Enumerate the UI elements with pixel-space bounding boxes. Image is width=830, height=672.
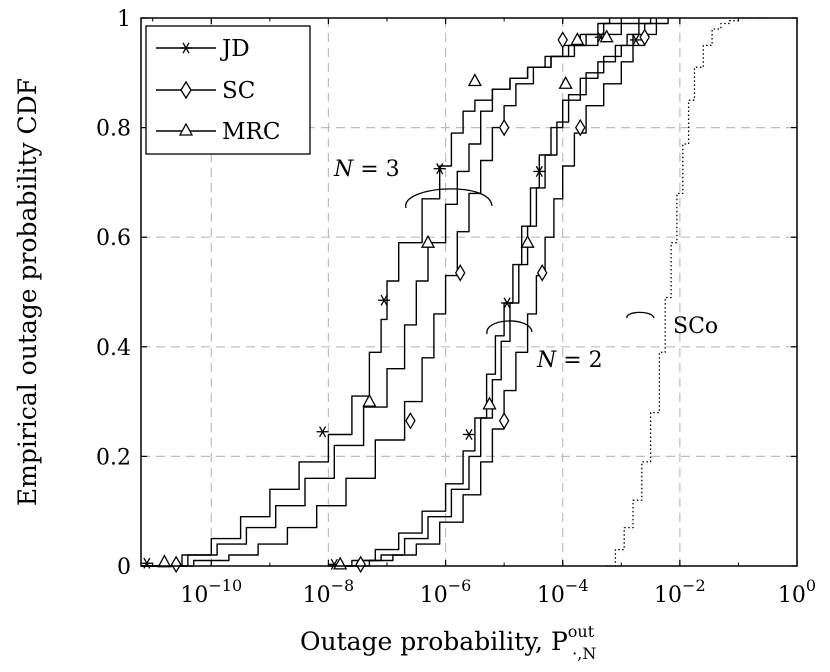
diamond-marker: [454, 264, 466, 282]
series-line-0: [141, 18, 611, 567]
y-tick-label: 0.4: [96, 336, 131, 361]
annot-n3: N = 3: [333, 157, 400, 182]
diamond-marker: [557, 31, 568, 49]
legend-entry-sc: SC: [156, 78, 255, 104]
star-marker: [378, 294, 391, 306]
legend: JD SC MRC: [145, 25, 311, 155]
series-line-3: [328, 18, 652, 567]
triangle-marker: [570, 32, 585, 46]
x-tick-label: 10−6: [420, 576, 472, 608]
series-line-4: [334, 18, 658, 567]
diamond-marker: [355, 555, 366, 574]
x-axis-label: Outage probability, Pout ·,N: [300, 622, 596, 663]
y-tick-label: 0.2: [96, 445, 131, 470]
star-marker: [316, 426, 329, 438]
y-tick-label: 0.6: [96, 226, 131, 251]
x-tick-label: 10−2: [654, 576, 706, 608]
x-tick-label: 10−8: [303, 576, 355, 608]
sco-ellipse-arc: [626, 311, 655, 319]
x-tick-label: 10−10: [180, 576, 242, 608]
star-marker: [463, 428, 475, 441]
n2-ellipse-arc: [486, 320, 533, 335]
legend-label-jd: JD: [220, 36, 250, 62]
legend-entry-mrc: MRC: [156, 119, 280, 145]
star-marker: [629, 34, 642, 46]
annot-sco: SCo: [673, 314, 718, 339]
x-tick-label: 100: [778, 576, 816, 608]
legend-diamond-icon: [180, 80, 192, 100]
triangle-marker: [599, 29, 614, 43]
marker-layer: [140, 28, 650, 574]
triangle-marker: [467, 73, 482, 87]
y-tick-label: 0: [117, 555, 131, 580]
triangle-marker: [482, 396, 497, 410]
triangle-marker: [157, 554, 172, 568]
triangle-marker: [362, 393, 377, 407]
diamond-marker: [498, 412, 510, 430]
y-axis-label: Empirical outage probability CDF: [13, 78, 42, 506]
plot-frame: [140, 17, 798, 567]
triangle-marker: [420, 234, 436, 248]
diamond-marker: [639, 28, 650, 46]
n3-ellipse-arc: [405, 188, 493, 209]
series-line-6: [606, 17, 768, 567]
diamond-marker: [536, 264, 548, 282]
star-marker: [140, 557, 153, 569]
tick-layer: 10−10 10−8 10−6 10−4 10−2 100 0 0.2 0.4 0.6 0.8 1: [96, 7, 816, 608]
series-line-5: [340, 18, 669, 567]
star-marker: [433, 163, 446, 175]
legend-label-sc: SC: [222, 78, 255, 104]
triangle-marker: [333, 556, 348, 570]
diamond-marker: [498, 118, 510, 137]
legend-label-mrc: MRC: [222, 119, 280, 145]
triangle-marker: [520, 234, 535, 248]
legend-entry-jd: JD: [156, 36, 250, 62]
annotations: N = 3 N = 2 SCo: [333, 157, 718, 373]
y-tick-label: 1: [117, 7, 131, 32]
legend-star-icon: [180, 42, 192, 54]
star-marker: [533, 165, 546, 177]
diamond-marker: [405, 412, 416, 430]
y-tick-label: 0.8: [96, 117, 131, 142]
triangle-marker: [558, 75, 573, 89]
diamond-marker: [575, 118, 586, 137]
x-tick-label: 10−4: [537, 576, 589, 608]
diamond-marker: [170, 555, 182, 574]
annot-n2: N = 2: [536, 348, 603, 373]
star-marker: [501, 297, 514, 309]
legend-triangle-icon: [178, 122, 194, 136]
